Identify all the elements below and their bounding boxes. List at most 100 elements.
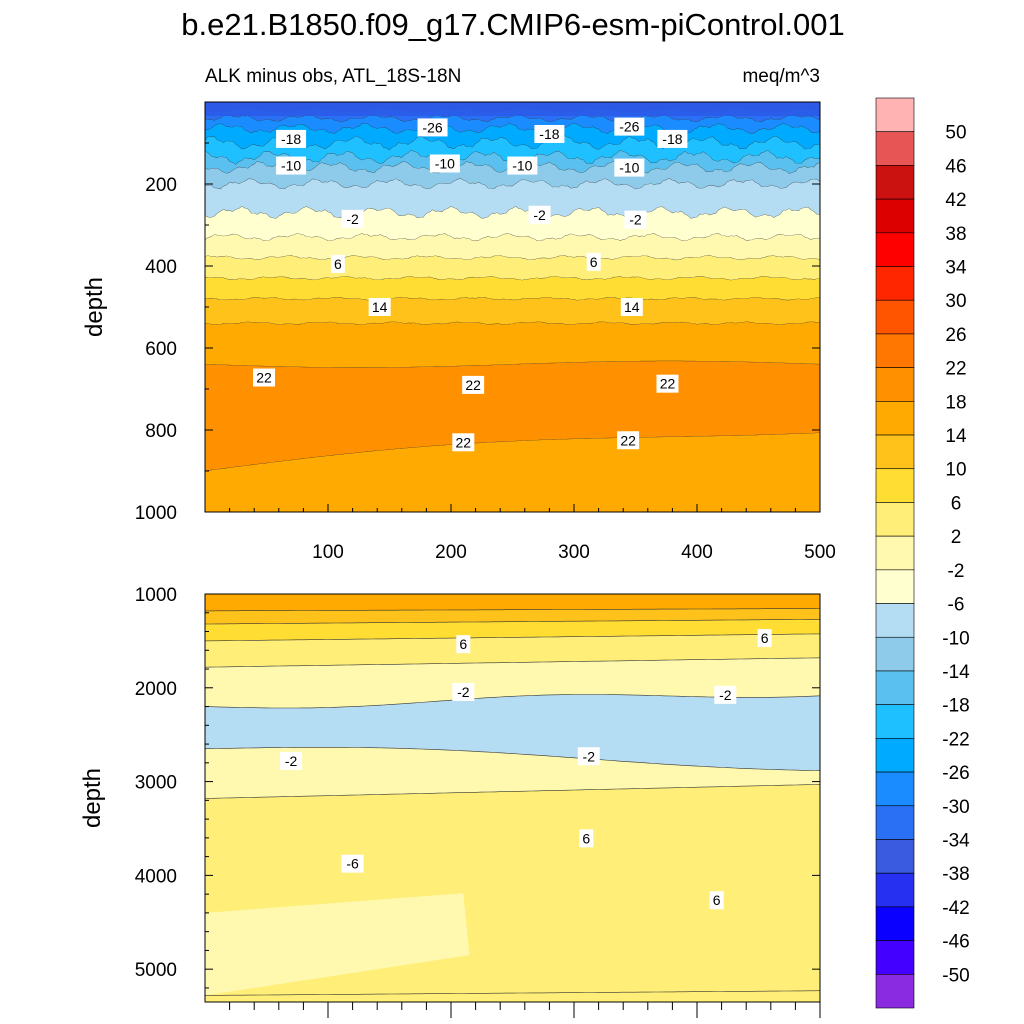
colorbar-label: -18 <box>942 696 969 717</box>
colorbar-label: 2 <box>951 527 962 548</box>
contour-label-bg <box>276 129 307 148</box>
contour-label-bg <box>614 117 645 136</box>
colorbar-label: -6 <box>948 595 965 616</box>
contour-label-text: -2 <box>629 212 642 228</box>
colorbar-label: 42 <box>945 190 966 211</box>
contour-label-text: 22 <box>456 434 472 450</box>
upper-y-tick-label: 800 <box>145 421 177 442</box>
contour-label-text: -2 <box>457 684 470 700</box>
upper-contour-label: 22 <box>452 433 475 452</box>
contour-label-bg <box>620 298 643 316</box>
contour-label-text: 22 <box>256 370 272 386</box>
contour-label-bg <box>617 431 640 450</box>
upper-contour-label: -26 <box>614 117 645 136</box>
upper-contour-band <box>205 276 820 301</box>
lower-plot-frame <box>204 593 821 1003</box>
contour-label-text: -10 <box>435 156 455 172</box>
colorbar-label: -30 <box>942 797 969 818</box>
contour-label-bg <box>624 210 647 229</box>
contour-label-bg <box>280 751 303 770</box>
colorbar-swatch <box>875 636 915 672</box>
lower-contour-label: 6 <box>579 829 594 848</box>
contour-label-bg <box>276 156 307 175</box>
upper-contour-label: 22 <box>253 368 276 387</box>
colorbar-label: -46 <box>942 932 969 953</box>
colorbar-swatch <box>875 738 915 773</box>
colorbar-swatch <box>875 973 915 1009</box>
upper-contour-label: 22 <box>462 375 485 394</box>
lower-contour-line <box>204 747 821 771</box>
upper-left-subtitle: ALK minus obs, ATL_18S-18N <box>205 66 461 87</box>
contour-label-bg <box>456 635 471 654</box>
lower-contour-label: -6 <box>341 854 364 873</box>
colorbar-swatch <box>875 131 915 166</box>
colorbar-label: 46 <box>945 156 966 177</box>
upper-contour-label: 6 <box>330 254 345 273</box>
colorbar-swatch <box>875 940 915 975</box>
upper-contour-band <box>205 432 820 512</box>
lower-contour-label: -2 <box>577 747 600 766</box>
contour-label-bg <box>656 374 679 393</box>
lower-contour-label: 6 <box>757 629 772 648</box>
lower-contour-label: 6 <box>709 891 724 910</box>
lower-y-axis-label: depth <box>79 768 106 828</box>
upper-contour-band <box>205 161 820 190</box>
contour-label-text: -26 <box>619 119 639 135</box>
lower-contour-label: 6 <box>456 635 471 654</box>
upper-contour-label: 6 <box>586 252 601 271</box>
upper-x-tick-label: 400 <box>681 542 713 563</box>
contour-label-text: 22 <box>620 432 636 448</box>
contour-label-text: -2 <box>346 211 359 227</box>
upper-contour-band <box>205 135 820 165</box>
contour-label-text: 14 <box>624 299 640 315</box>
colorbar-label: 30 <box>945 291 966 312</box>
colorbar-swatch <box>875 603 915 638</box>
colorbar-swatch <box>875 805 915 840</box>
lower-contour-band <box>205 747 820 799</box>
contour-label-bg <box>614 158 645 177</box>
contour-label-bg <box>368 298 391 316</box>
contour-label-bg <box>507 156 538 175</box>
contour-label-text: -2 <box>533 207 546 223</box>
lower-y-tick-label: 2000 <box>135 679 177 700</box>
lower-y-tick-label: 4000 <box>135 866 177 887</box>
colorbar-swatch <box>875 704 915 739</box>
colorbar-label: 14 <box>945 426 967 447</box>
colorbar-swatch <box>875 266 915 301</box>
upper-contour-label: -10 <box>276 156 307 175</box>
contour-label-text: -2 <box>285 753 298 769</box>
colorbar-label: 22 <box>945 359 966 380</box>
contour-label-text: -2 <box>719 687 732 703</box>
lower-y-tick-label: 1000 <box>135 585 177 606</box>
upper-x-tick-label: 300 <box>558 542 590 563</box>
colorbar-swatch <box>875 771 915 807</box>
lower-contour-band <box>205 608 820 624</box>
contour-label-text: 6 <box>713 892 721 908</box>
lower-contour-band <box>205 826 820 905</box>
figure-title: b.e21.B1850.f09_g17.CMIP6-esm-piControl.… <box>181 7 844 42</box>
upper-right-subtitle: meq/m^3 <box>742 66 820 87</box>
colorbar-label: 38 <box>945 224 966 245</box>
upper-contour-label: -10 <box>507 156 538 175</box>
colorbar-swatch <box>875 97 915 133</box>
contour-label-bg <box>452 433 475 452</box>
contour-label-bg <box>709 891 724 910</box>
colorbar-label: 10 <box>945 460 966 481</box>
lower-contour-band <box>205 594 820 611</box>
contour-label-bg <box>714 685 737 704</box>
upper-contour-label: -2 <box>341 209 364 228</box>
contour-label-bg <box>429 154 460 173</box>
upper-contour-label: -18 <box>657 129 688 148</box>
colorbar-label: 50 <box>945 123 966 144</box>
contour-label-text: -10 <box>281 158 301 174</box>
upper-contour-label: 22 <box>617 431 640 450</box>
colorbar-swatch <box>875 434 915 470</box>
colorbar-swatch <box>875 232 915 267</box>
contour-label-bg <box>586 252 601 271</box>
upper-contour-band <box>205 321 820 368</box>
contour-label-text: -6 <box>346 856 359 872</box>
contour-label-text: -10 <box>619 160 639 176</box>
contour-label-text: 22 <box>660 376 676 392</box>
colorbar-swatch <box>875 872 915 908</box>
